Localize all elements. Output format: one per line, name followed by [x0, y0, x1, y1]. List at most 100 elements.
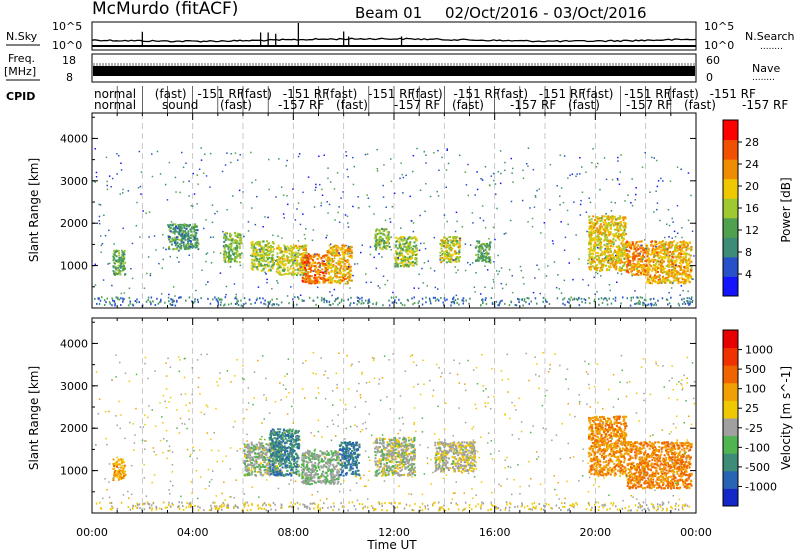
- scatter-point: [474, 287, 476, 289]
- data-point: [623, 231, 625, 233]
- data-point: [183, 245, 185, 247]
- scatter-point: [290, 286, 292, 288]
- near-range-point: [657, 300, 659, 302]
- scatter-point: [281, 237, 283, 239]
- scatter-point: [585, 172, 587, 174]
- freq-left-tick-high: 18: [62, 54, 76, 67]
- data-point: [416, 250, 418, 252]
- data-point: [276, 263, 278, 265]
- data-point: [379, 229, 381, 231]
- data-point: [611, 218, 613, 220]
- scatter-point: [119, 270, 121, 272]
- data-point: [648, 262, 650, 264]
- near-range-point: [469, 298, 471, 300]
- data-point: [671, 245, 673, 247]
- data-point: [272, 267, 274, 269]
- data-point: [279, 267, 281, 269]
- near-range-point: [212, 298, 214, 300]
- data-point: [289, 268, 291, 270]
- near-range-point: [269, 303, 271, 305]
- data-point: [234, 240, 236, 242]
- scatter-point: [275, 196, 277, 198]
- data-point: [234, 258, 236, 260]
- cpid-label-row2: -157 RF: [278, 98, 324, 112]
- data-point: [588, 235, 590, 237]
- scatter-point: [220, 272, 222, 274]
- data-point: [113, 250, 115, 252]
- data-point: [398, 255, 400, 257]
- near-range-point: [643, 302, 645, 304]
- near-range-point: [669, 302, 671, 304]
- data-point: [173, 239, 175, 241]
- scatter-point: [667, 249, 669, 251]
- data-point: [399, 263, 401, 265]
- scatter-point: [378, 285, 380, 287]
- data-point: [621, 261, 623, 263]
- data-point: [277, 260, 279, 262]
- data-point: [305, 273, 307, 275]
- scatter-point: [222, 231, 224, 233]
- scatter-point: [688, 172, 690, 174]
- data-point: [120, 467, 122, 469]
- data-point: [594, 257, 596, 259]
- data-point: [351, 251, 353, 253]
- scatter-point: [276, 280, 278, 282]
- near-range-point: [237, 300, 239, 302]
- scatter-point: [651, 157, 653, 159]
- scatter-point: [268, 189, 270, 191]
- scatter-point: [323, 261, 325, 263]
- scatter-point: [582, 192, 584, 194]
- data-point: [591, 252, 593, 254]
- data-point: [336, 246, 338, 248]
- data-point: [308, 265, 310, 267]
- near-range-point: [444, 300, 446, 302]
- data-point: [440, 261, 442, 263]
- y-tick-label: 3000: [60, 175, 88, 188]
- scatter-point: [347, 222, 349, 224]
- scatter-point: [455, 272, 457, 274]
- scatter-point: [645, 152, 647, 154]
- data-point: [300, 274, 302, 276]
- scatter-point: [327, 212, 329, 214]
- scatter-point: [615, 218, 617, 220]
- scatter-point: [136, 225, 138, 227]
- data-point: [253, 244, 255, 246]
- near-range-point: [170, 303, 172, 305]
- near-range-point: [114, 300, 116, 302]
- data-point: [308, 276, 310, 278]
- data-point: [229, 246, 231, 248]
- near-range-point: [267, 301, 269, 303]
- scatter-point: [505, 233, 507, 235]
- near-range-point: [324, 299, 326, 301]
- data-point: [306, 252, 308, 254]
- scatter-point: [150, 275, 152, 277]
- scatter-point: [440, 255, 442, 257]
- data-point: [675, 257, 677, 259]
- scatter-point: [183, 235, 185, 237]
- near-range-point: [412, 303, 414, 305]
- data-point: [399, 237, 401, 239]
- scatter-point: [438, 170, 440, 172]
- data-point: [229, 233, 231, 235]
- scatter-point: [447, 148, 449, 150]
- data-point: [663, 249, 665, 251]
- near-range-point: [666, 298, 668, 300]
- scatter-point: [347, 169, 349, 171]
- scatter-point: [677, 166, 679, 168]
- data-point: [330, 276, 332, 278]
- data-point: [180, 248, 182, 250]
- scatter-point: [552, 240, 554, 242]
- data-point: [310, 271, 312, 273]
- near-range-point: [402, 304, 404, 306]
- near-range-point: [499, 302, 501, 304]
- scatter-point: [391, 236, 393, 238]
- data-point: [122, 251, 124, 253]
- data-point: [620, 242, 622, 244]
- near-range-point: [326, 300, 328, 302]
- scatter-point: [456, 240, 458, 242]
- data-point: [685, 249, 687, 251]
- data-point: [640, 272, 642, 274]
- scatter-point: [327, 178, 329, 180]
- data-point: [124, 268, 126, 270]
- near-range-point: [398, 299, 400, 301]
